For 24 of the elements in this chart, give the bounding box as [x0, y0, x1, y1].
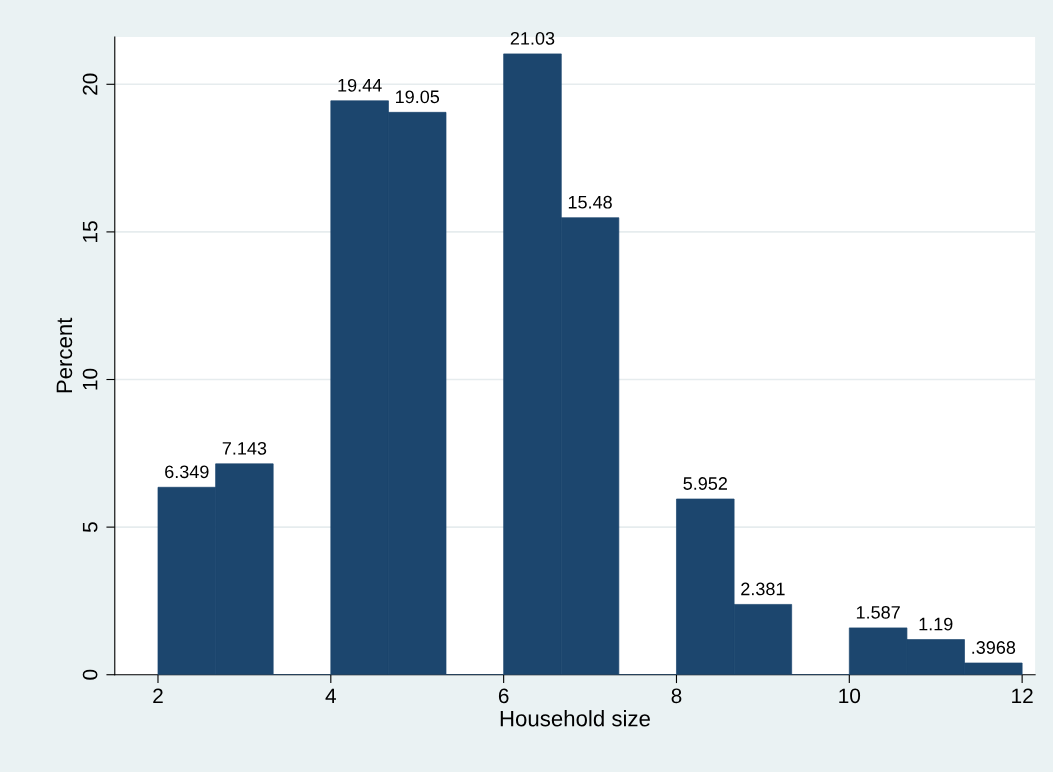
data-label: 15.48: [568, 195, 612, 209]
data-label: 19.44: [338, 78, 382, 92]
y-axis-title: Percent: [56, 317, 73, 393]
data-label: 1.19: [919, 617, 953, 631]
data-label: 5.952: [683, 477, 727, 490]
x-tick-label: 2: [153, 688, 163, 704]
data-label: 19.05: [396, 90, 440, 104]
data-label: 1.587: [856, 605, 900, 619]
x-tick-label: 10: [839, 688, 861, 704]
x-tick-label: 8: [671, 688, 682, 704]
x-tick-label: 6: [498, 688, 509, 704]
data-label: 7.143: [222, 441, 267, 455]
y-tick-label: 0: [82, 669, 98, 680]
y-tick-label: 10: [82, 368, 98, 390]
y-tick-label: 20: [82, 73, 98, 95]
x-tick-label: 12: [1012, 688, 1033, 704]
y-tick-label: 5: [82, 522, 98, 533]
data-label: 21.03: [510, 31, 555, 45]
data-label: 6.349: [165, 465, 209, 479]
x-axis-title: Household size: [500, 710, 650, 727]
data-label: .3968: [972, 641, 1016, 654]
y-tick-label: 15: [82, 221, 98, 242]
x-tick-label: 4: [325, 688, 336, 704]
data-label: 2.381: [741, 582, 785, 596]
